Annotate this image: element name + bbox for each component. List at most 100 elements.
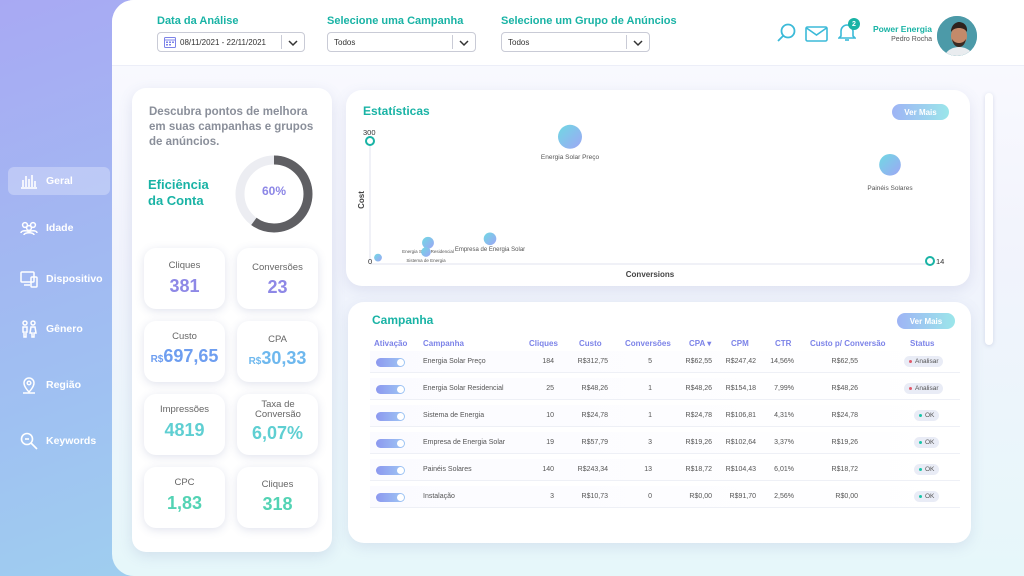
top-bar: Data da Análise 08/11/2021 - 22/11/2021 … [112, 0, 1024, 66]
cell-cpm: R$106,81 [725, 412, 756, 419]
cell-conversions: 0 [648, 493, 652, 500]
status-badge: Analisar [904, 356, 944, 367]
activation-toggle[interactable] [376, 358, 405, 367]
cell-clicks: 19 [546, 439, 554, 446]
cell-clicks: 25 [546, 385, 554, 392]
cell-cost-per-conversion: R$19,26 [831, 439, 858, 446]
mail-icon[interactable] [805, 24, 828, 44]
campaign-select-value: Todos [334, 37, 356, 47]
header-status[interactable]: Status [910, 339, 935, 348]
activation-toggle[interactable] [376, 412, 405, 421]
date-filter-label: Data da Análise [157, 15, 239, 27]
metric-card-cpc: CPC 1,83 [144, 467, 225, 528]
cell-ctr: 14,56% [770, 358, 794, 365]
table-row[interactable]: Instalação 3 R$10,73 0 R$0,00 R$91,70 2,56% R$0… [370, 486, 960, 508]
cell-campaign[interactable]: Painéis Solares [423, 466, 472, 473]
page-scrollbar[interactable] [985, 93, 993, 345]
currency-prefix: R$ [248, 356, 262, 367]
metric-card-impressoes: Impressões 4819 [144, 394, 225, 455]
cell-campaign[interactable]: Instalação [423, 493, 455, 500]
sidebar-item-idade[interactable]: Idade [8, 214, 110, 242]
status-dot [909, 387, 912, 390]
cell-ctr: 2,56% [774, 493, 794, 500]
sidebar-item-genero[interactable]: Gênero [8, 315, 110, 343]
data-point-label: Painéis Solares [867, 185, 913, 192]
scatter-chart: 300 0 14 Conversions Cost Energia Solar Preço… [357, 124, 944, 279]
sidebar-item-keywords[interactable]: Keywords [8, 427, 110, 455]
campaign-select[interactable]: Todos [327, 32, 476, 52]
sidebar-item-label: Região [46, 379, 82, 391]
data-point [422, 236, 434, 249]
metric-label: Taxa de Conversão [255, 399, 301, 420]
stats-more-button[interactable]: Ver Mais [892, 104, 949, 120]
cell-ctr: 7,99% [774, 385, 794, 392]
activation-toggle[interactable] [376, 385, 405, 394]
status-dot [919, 414, 922, 417]
search-icon[interactable] [775, 22, 797, 44]
header-cpm[interactable]: CPM [731, 339, 749, 348]
header-custo[interactable]: Custo [579, 339, 602, 348]
user-avatar-image [937, 16, 977, 56]
cell-cost: R$243,34 [577, 466, 608, 473]
header-ativacao[interactable]: Ativação [374, 339, 408, 348]
cell-clicks: 10 [546, 412, 554, 419]
sidebar-item-geral[interactable]: Geral [8, 167, 110, 195]
data-point [879, 153, 901, 176]
cell-cpa: R$48,26 [685, 385, 712, 392]
status-badge: OK [914, 491, 940, 502]
cell-conversions: 1 [648, 385, 652, 392]
x-axis-label: Conversions [626, 270, 675, 279]
cell-clicks: 3 [550, 493, 554, 500]
location-pin-icon [23, 377, 35, 394]
cell-cost: R$24,78 [581, 412, 608, 419]
table-row[interactable]: Empresa de Energia Solar 19 R$57,79 3 R$19,2… [370, 432, 960, 454]
table-row[interactable]: Energia Solar Residencial 25 R$48,26 1 R$48,… [370, 378, 960, 400]
company-name: Power Energia [872, 24, 932, 34]
header-cpa[interactable]: CPA ▾ [689, 339, 712, 348]
data-point [421, 247, 431, 257]
metric-card-taxa-conversao: Taxa de Conversão 6,07% [237, 394, 318, 455]
cell-cpm: R$102,64 [725, 439, 756, 446]
cell-cost-per-conversion: R$18,72 [831, 466, 858, 473]
summary-intro: Descubra pontos de melhora em suas campa… [149, 106, 314, 148]
cell-cost-per-conversion: R$62,55 [831, 358, 858, 365]
metric-label: Cliques [168, 260, 201, 271]
campaign-filter: Selecione uma Campanha Todos [327, 15, 476, 52]
status-dot [919, 468, 922, 471]
table-row[interactable]: Energia Solar Preço 184 R$312,75 5 R$62,55 R$… [370, 351, 960, 373]
data-point-label: Sistema de Energia [406, 258, 446, 263]
campaign-more-button[interactable]: Ver Mais [897, 313, 955, 329]
table-row[interactable]: Sistema de Energia 10 R$24,78 1 R$24,78 R$106… [370, 405, 960, 427]
header-custo-conversao[interactable]: Custo p/ Conversão [810, 339, 886, 348]
cell-campaign[interactable]: Energia Solar Preço [423, 358, 486, 365]
header-ctr[interactable]: CTR [775, 339, 792, 348]
metric-value: 318 [262, 494, 293, 514]
activation-toggle[interactable] [376, 466, 405, 475]
gender-icon [22, 320, 37, 338]
adgroup-select[interactable]: Todos [501, 32, 650, 52]
header-conversoes[interactable]: Conversões [625, 339, 671, 348]
avatar[interactable] [935, 14, 979, 58]
cell-cost-per-conversion: R$24,78 [831, 412, 858, 419]
sidebar-item-label: Gênero [46, 323, 83, 335]
activation-toggle[interactable] [376, 493, 405, 502]
sidebar-item-dispositivo[interactable]: Dispositivo [8, 265, 110, 293]
date-range-select[interactable]: 08/11/2021 - 22/11/2021 [157, 32, 305, 52]
notifications-button[interactable]: 2 [837, 18, 860, 42]
adgroup-select-value: Todos [508, 37, 530, 47]
cell-campaign[interactable]: Energia Solar Residencial [423, 385, 504, 392]
cell-campaign[interactable]: Sistema de Energia [423, 412, 485, 419]
header-campanha[interactable]: Campanha [423, 339, 464, 348]
cell-cost: R$10,73 [581, 493, 608, 500]
adgroup-filter: Selecione um Grupo de Anúncios Todos [501, 15, 677, 52]
data-point-label: Energia Solar Preço [541, 154, 600, 161]
sidebar-item-label: Idade [46, 222, 74, 234]
activation-toggle[interactable] [376, 439, 405, 448]
metric-value: R$30,33 [237, 348, 318, 369]
sidebar-item-regiao[interactable]: Região [8, 371, 110, 399]
status-text: Analisar [915, 385, 939, 392]
cell-campaign[interactable]: Empresa de Energia Solar [423, 439, 506, 446]
metric-number: 697,65 [163, 346, 219, 366]
table-row[interactable]: Painéis Solares 140 R$243,34 13 R$18,72 R$104… [370, 459, 960, 481]
header-cliques[interactable]: Cliques [529, 339, 558, 348]
